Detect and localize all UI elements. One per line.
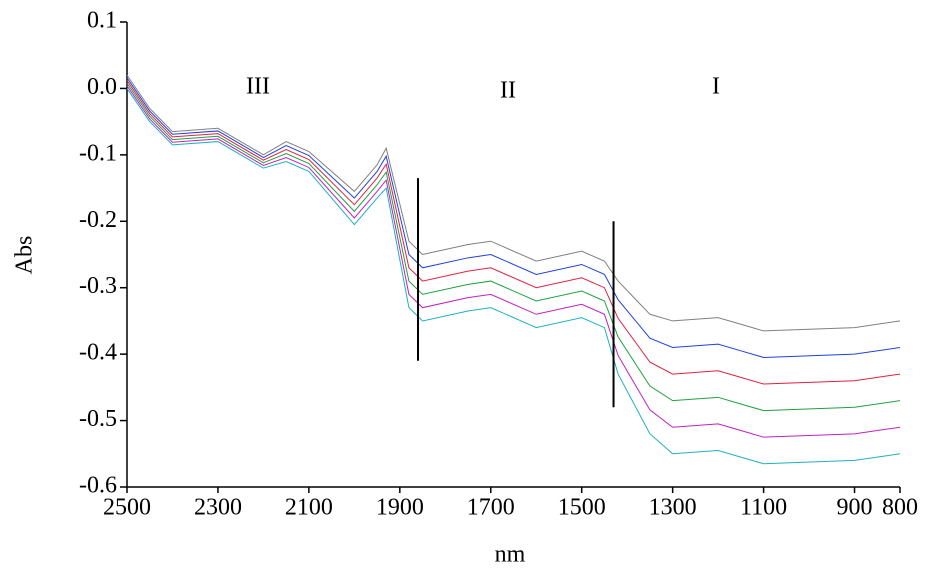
- spectrum-line: [126, 74, 901, 332]
- x-tick-label: 2500: [103, 495, 151, 521]
- y-axis-label: Abs: [12, 236, 38, 275]
- spectrum-line: [126, 85, 901, 438]
- spectrum-line: [126, 80, 901, 385]
- x-tick-label: 1500: [558, 495, 606, 521]
- y-tick-label: -0.6: [79, 473, 117, 499]
- y-tick-label: -0.3: [79, 273, 117, 299]
- region-label: I: [712, 74, 720, 100]
- x-tick-label: 1300: [649, 495, 697, 521]
- x-axis-label: nm: [495, 542, 526, 568]
- region-label: III: [246, 74, 270, 100]
- x-tick-label: 2100: [285, 495, 333, 521]
- x-tick-label: 1900: [376, 495, 424, 521]
- y-tick-label: 0.1: [87, 8, 117, 34]
- region-label: II: [500, 78, 516, 104]
- spectrum-line: [126, 77, 901, 358]
- spectrum-line: [126, 82, 901, 412]
- x-tick-label: 900: [837, 495, 873, 521]
- y-tick-label: -0.5: [79, 406, 117, 432]
- y-tick-label: -0.4: [79, 340, 117, 366]
- y-tick-label: -0.2: [79, 207, 117, 233]
- spectrum-line: [126, 88, 901, 465]
- y-tick-label: 0.0: [87, 74, 117, 100]
- x-tick-label: 1700: [467, 495, 515, 521]
- x-tick-label: 2300: [194, 495, 242, 521]
- y-tick-label: -0.1: [79, 140, 117, 166]
- x-tick-label: 800: [882, 495, 918, 521]
- x-tick-label: 1100: [740, 495, 787, 521]
